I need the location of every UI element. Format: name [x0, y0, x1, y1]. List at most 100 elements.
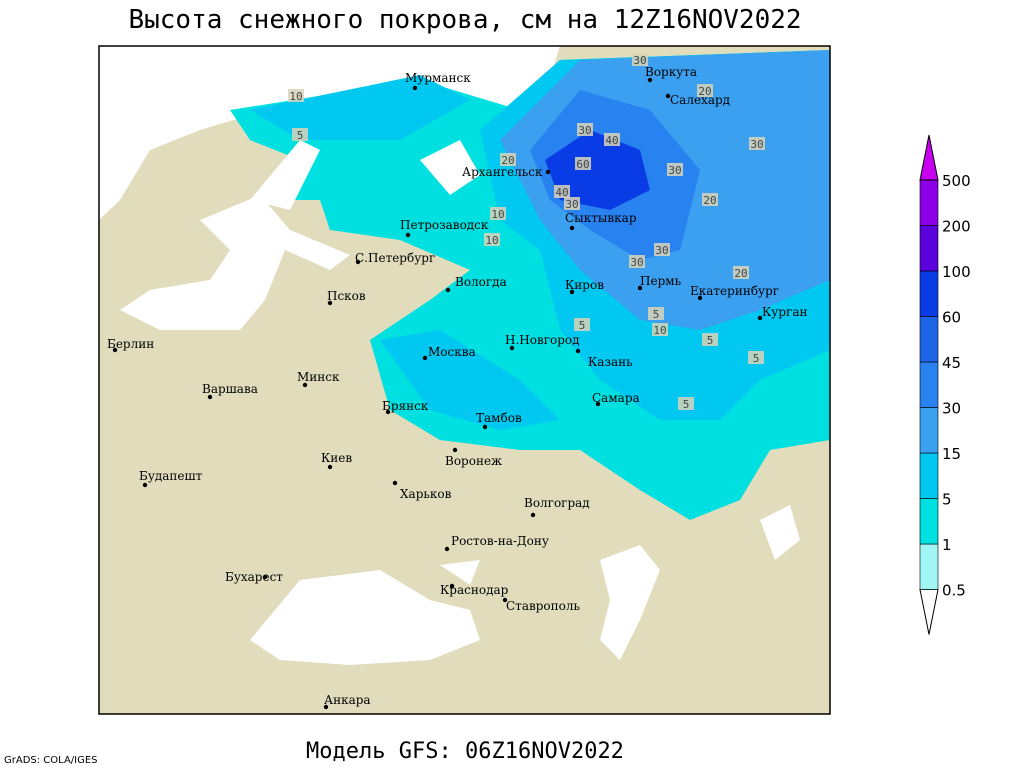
- colorbar-label: 5: [942, 491, 952, 509]
- city-label: Псков: [327, 289, 366, 303]
- contour-label: 10: [289, 90, 302, 103]
- city-dot: [545, 169, 551, 175]
- city-label: Киров: [565, 278, 604, 292]
- contour-label-box: [604, 133, 620, 146]
- city-label: Будапешт: [139, 469, 203, 483]
- snow-45: [545, 130, 650, 210]
- contour-label-box: [632, 53, 648, 66]
- city-dot: [405, 232, 411, 238]
- sea-of-azov: [440, 560, 480, 585]
- colorbar-label: 1: [942, 536, 952, 554]
- contour-label: 5: [683, 398, 690, 411]
- contour-label: 30: [668, 164, 681, 177]
- contour-label-box: [702, 333, 718, 346]
- city-dot: [530, 512, 536, 518]
- city-dot: [445, 287, 451, 293]
- contour-label: 5: [753, 352, 760, 365]
- contour-label: 10: [485, 234, 498, 247]
- city-label: Курган: [762, 305, 807, 319]
- city-dot: [262, 574, 268, 580]
- contour-label-box: [564, 197, 580, 210]
- city-label: Ставрополь: [506, 599, 580, 613]
- caspian-sea: [600, 545, 660, 660]
- colorbar-box: [919, 543, 939, 590]
- city-label: Брянск: [382, 399, 429, 413]
- city-label: Архангельск: [462, 165, 543, 179]
- city-label: Анкара: [324, 693, 371, 707]
- contour-label-box: [733, 266, 749, 279]
- city-label: Харьков: [400, 487, 452, 501]
- city-label: Берлин: [107, 337, 154, 351]
- city-label: Сыктывкар: [565, 211, 637, 225]
- colorbar-box: [919, 361, 939, 408]
- city-dot: [142, 482, 148, 488]
- contour-label: 5: [707, 334, 714, 347]
- colorbar-box: [919, 498, 939, 545]
- city-label: Краснодар: [440, 583, 509, 597]
- city-dot: [697, 295, 703, 301]
- colorbar-box: [919, 316, 939, 363]
- city-label: Бухарест: [225, 570, 283, 584]
- contour-label: 30: [630, 256, 643, 269]
- city-dot: [327, 300, 333, 306]
- snow-5: [380, 330, 560, 430]
- contour-labels: 3010520203040604030303020103030201055105…: [288, 53, 765, 411]
- city-label: Петрозаводск: [400, 218, 489, 232]
- city-dot: [449, 583, 455, 589]
- contour-label: 10: [491, 208, 504, 221]
- title: Высота снежного покрова, см на 12Z16NOV2…: [128, 5, 801, 35]
- city-label: Воркута: [645, 65, 697, 79]
- snow-5: [250, 75, 470, 140]
- city-label: Ростов-на-Дону: [451, 534, 549, 548]
- city-dot: [647, 77, 653, 83]
- city-dot: [569, 289, 575, 295]
- black-sea: [250, 570, 480, 665]
- city-dot: [207, 394, 213, 400]
- colorbar-label: 30: [942, 400, 961, 418]
- cities: Мурманск Воркута Салехард Архангельск Сыктыв…: [107, 65, 807, 710]
- city-dot: [482, 424, 488, 430]
- contour-label: 5: [653, 308, 660, 321]
- city-dot: [595, 401, 601, 407]
- city-dot: [575, 348, 581, 354]
- contour-label: 20: [501, 154, 514, 167]
- contour-label: 20: [734, 267, 747, 280]
- contour-label-box: [749, 137, 765, 150]
- contour-label-box: [288, 89, 304, 102]
- city-dot: [392, 480, 398, 486]
- aral-sea: [760, 505, 800, 560]
- contour-label-box: [648, 307, 664, 320]
- city-label: Воронеж: [445, 454, 502, 468]
- city-dot: [302, 382, 308, 388]
- contour-label: 30: [633, 54, 646, 67]
- city-dot: [665, 93, 671, 99]
- colorbar-box: [919, 407, 939, 454]
- city-label: Варшава: [202, 382, 258, 396]
- white-sea: [420, 140, 480, 195]
- credit: GrADS: COLA/IGES: [4, 755, 98, 766]
- contour-label-box: [574, 318, 590, 331]
- colorbar-label: 15: [942, 445, 961, 463]
- contour-label-box: [554, 185, 570, 198]
- city-dot: [412, 85, 418, 91]
- contour-label: 5: [579, 319, 586, 332]
- colorbar-label: 100: [942, 263, 971, 281]
- contour-label-box: [697, 84, 713, 97]
- contour-label-box: [629, 255, 645, 268]
- colorbar-label: 60: [942, 309, 961, 327]
- city-label: Мурманск: [405, 71, 471, 85]
- city-label: Минск: [297, 370, 340, 384]
- contour-label: 30: [655, 244, 668, 257]
- contour-label-box: [652, 323, 668, 336]
- contour-label: 10: [653, 324, 666, 337]
- city-label: Вологда: [455, 275, 507, 289]
- colorbar-high-triangle: [919, 134, 939, 181]
- colorbar-low-triangle: [919, 589, 939, 635]
- city-label: Н.Новгород: [505, 333, 580, 347]
- map: 3010520203040604030303020103030201055105…: [98, 45, 831, 715]
- contour-label-box: [500, 153, 516, 166]
- city-dot: [637, 285, 643, 291]
- contour-label-box: [702, 193, 718, 206]
- city-dot: [355, 259, 361, 265]
